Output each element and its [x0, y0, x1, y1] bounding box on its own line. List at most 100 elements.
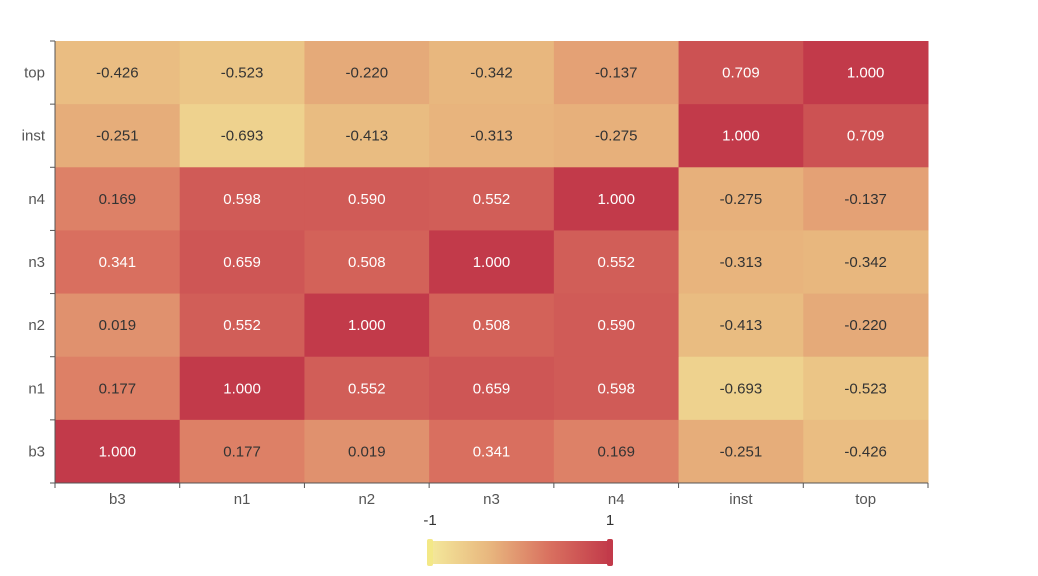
cell-value-label: -0.313 — [470, 128, 513, 145]
cell-value-label: -0.137 — [844, 191, 887, 208]
heatmap-cell[interactable] — [304, 104, 430, 168]
heatmap-cell[interactable] — [179, 41, 305, 105]
heatmap-cell[interactable] — [678, 293, 804, 358]
heatmap-cell[interactable] — [553, 167, 680, 231]
x-tick-label: n4 — [608, 491, 625, 508]
cell-value-label: 1.000 — [348, 317, 386, 334]
y-tick-label: n1 — [28, 380, 45, 397]
cell-value-label: -0.413 — [346, 128, 389, 145]
heatmap-cell[interactable] — [553, 41, 680, 105]
x-tick-label: n1 — [234, 491, 251, 508]
heatmap-cell[interactable] — [553, 230, 680, 295]
heatmap-cell[interactable] — [179, 419, 305, 484]
cell-value-label: 1.000 — [223, 380, 261, 397]
heatmap-cell[interactable] — [429, 293, 555, 358]
heatmap-cell[interactable] — [803, 41, 929, 105]
cell-value-label: 0.659 — [473, 380, 511, 397]
heatmap-cell[interactable] — [803, 419, 929, 484]
heatmap-cell[interactable] — [304, 293, 430, 358]
heatmap-cell[interactable] — [179, 230, 305, 295]
visual-map-max-label: 1 — [606, 512, 614, 529]
cell-value-label: -0.426 — [96, 65, 139, 82]
y-tick-label: b3 — [28, 443, 45, 460]
visual-map-max-handle[interactable] — [607, 539, 613, 566]
heatmap-cell[interactable] — [304, 41, 430, 105]
cell-value-label: -0.313 — [720, 254, 763, 271]
cell-value-label: -0.251 — [720, 443, 763, 460]
cell-value-label: -0.413 — [720, 317, 763, 334]
cell-value-label: 0.552 — [223, 317, 261, 334]
cell-value-label: 0.598 — [223, 191, 261, 208]
cell-value-label: 0.590 — [597, 317, 635, 334]
cell-value-label: -0.220 — [346, 65, 389, 82]
cell-value-label: -0.251 — [96, 128, 139, 145]
x-tick-label: b3 — [109, 491, 126, 508]
heatmap-cell[interactable] — [304, 356, 430, 421]
heatmap-cell[interactable] — [678, 419, 804, 484]
heatmap-cell[interactable] — [179, 356, 305, 421]
x-tick-label: n2 — [358, 491, 375, 508]
cell-value-label: -0.693 — [720, 380, 763, 397]
cell-value-label: -0.523 — [844, 380, 887, 397]
cell-value-label: -0.342 — [844, 254, 887, 271]
cell-value-label: 0.177 — [223, 443, 261, 460]
heatmap-cell[interactable] — [55, 167, 181, 231]
cell-value-label: -0.137 — [595, 65, 638, 82]
heatmap-cell[interactable] — [553, 293, 680, 358]
visual-map-legend[interactable]: -1 1 — [423, 512, 614, 566]
heatmap-cell[interactable] — [553, 104, 680, 168]
cell-value-label: 0.019 — [348, 443, 386, 460]
heatmap-cell-labels: -0.426 -0.523 -0.220 -0.342 -0.137 0.709 1.000… — [96, 65, 887, 461]
heatmap-cell[interactable] — [678, 104, 804, 168]
cell-value-label: 0.552 — [473, 191, 511, 208]
heatmap-cell[interactable] — [429, 230, 555, 295]
heatmap-cell[interactable] — [429, 167, 555, 231]
heatmap-cell[interactable] — [55, 419, 181, 484]
cell-value-label: -0.275 — [720, 191, 763, 208]
heatmap-cell[interactable] — [803, 230, 929, 295]
heatmap-cell[interactable] — [55, 230, 181, 295]
y-tick-label: n3 — [28, 254, 45, 271]
cell-value-label: 0.169 — [597, 443, 635, 460]
heatmap-cell[interactable] — [678, 356, 804, 421]
heatmap-cell[interactable] — [678, 167, 804, 231]
heatmap-cell[interactable] — [429, 419, 555, 484]
heatmap-cell[interactable] — [803, 167, 929, 231]
heatmap-cell[interactable] — [429, 356, 555, 421]
visual-map-min-label: -1 — [423, 512, 436, 529]
heatmap-cell[interactable] — [179, 167, 305, 231]
axes: top inst n4 n3 n2 n1 b3 b3 n1 n2 n3 n4 inst top — [22, 40, 929, 508]
heatmap-cell[interactable] — [678, 230, 804, 295]
heatmap-cell[interactable] — [179, 293, 305, 358]
heatmap-cell[interactable] — [429, 41, 555, 105]
heatmap-cell[interactable] — [429, 104, 555, 168]
y-tick-label: n4 — [28, 191, 45, 208]
cell-value-label: -0.275 — [595, 128, 638, 145]
x-tick-label: inst — [729, 491, 753, 508]
heatmap-cell[interactable] — [803, 356, 929, 421]
heatmap-cell[interactable] — [553, 419, 680, 484]
heatmap-cell[interactable] — [678, 41, 804, 105]
cell-value-label: 0.019 — [99, 317, 137, 334]
visual-map-min-handle[interactable] — [427, 539, 433, 566]
cell-value-label: 0.341 — [99, 254, 137, 271]
cell-value-label: 0.590 — [348, 191, 386, 208]
heatmap-cell[interactable] — [803, 293, 929, 358]
heatmap-cell[interactable] — [803, 104, 929, 168]
cell-value-label: -0.693 — [221, 128, 264, 145]
cell-value-label: 0.552 — [348, 380, 386, 397]
heatmap-cell[interactable] — [55, 356, 181, 421]
heatmap-cell[interactable] — [304, 167, 430, 231]
x-tick-label: n3 — [483, 491, 500, 508]
heatmap-cell[interactable] — [553, 356, 680, 421]
heatmap-cell[interactable] — [179, 104, 305, 168]
cell-value-label: 0.598 — [597, 380, 635, 397]
heatmap-cell[interactable] — [55, 41, 181, 105]
cell-value-label: -0.342 — [470, 65, 513, 82]
heatmap-cell[interactable] — [55, 104, 181, 168]
heatmap-cell[interactable] — [304, 230, 430, 295]
heatmap-cell[interactable] — [55, 293, 181, 358]
heatmap-cell[interactable] — [304, 419, 430, 484]
cell-value-label: 0.659 — [223, 254, 261, 271]
